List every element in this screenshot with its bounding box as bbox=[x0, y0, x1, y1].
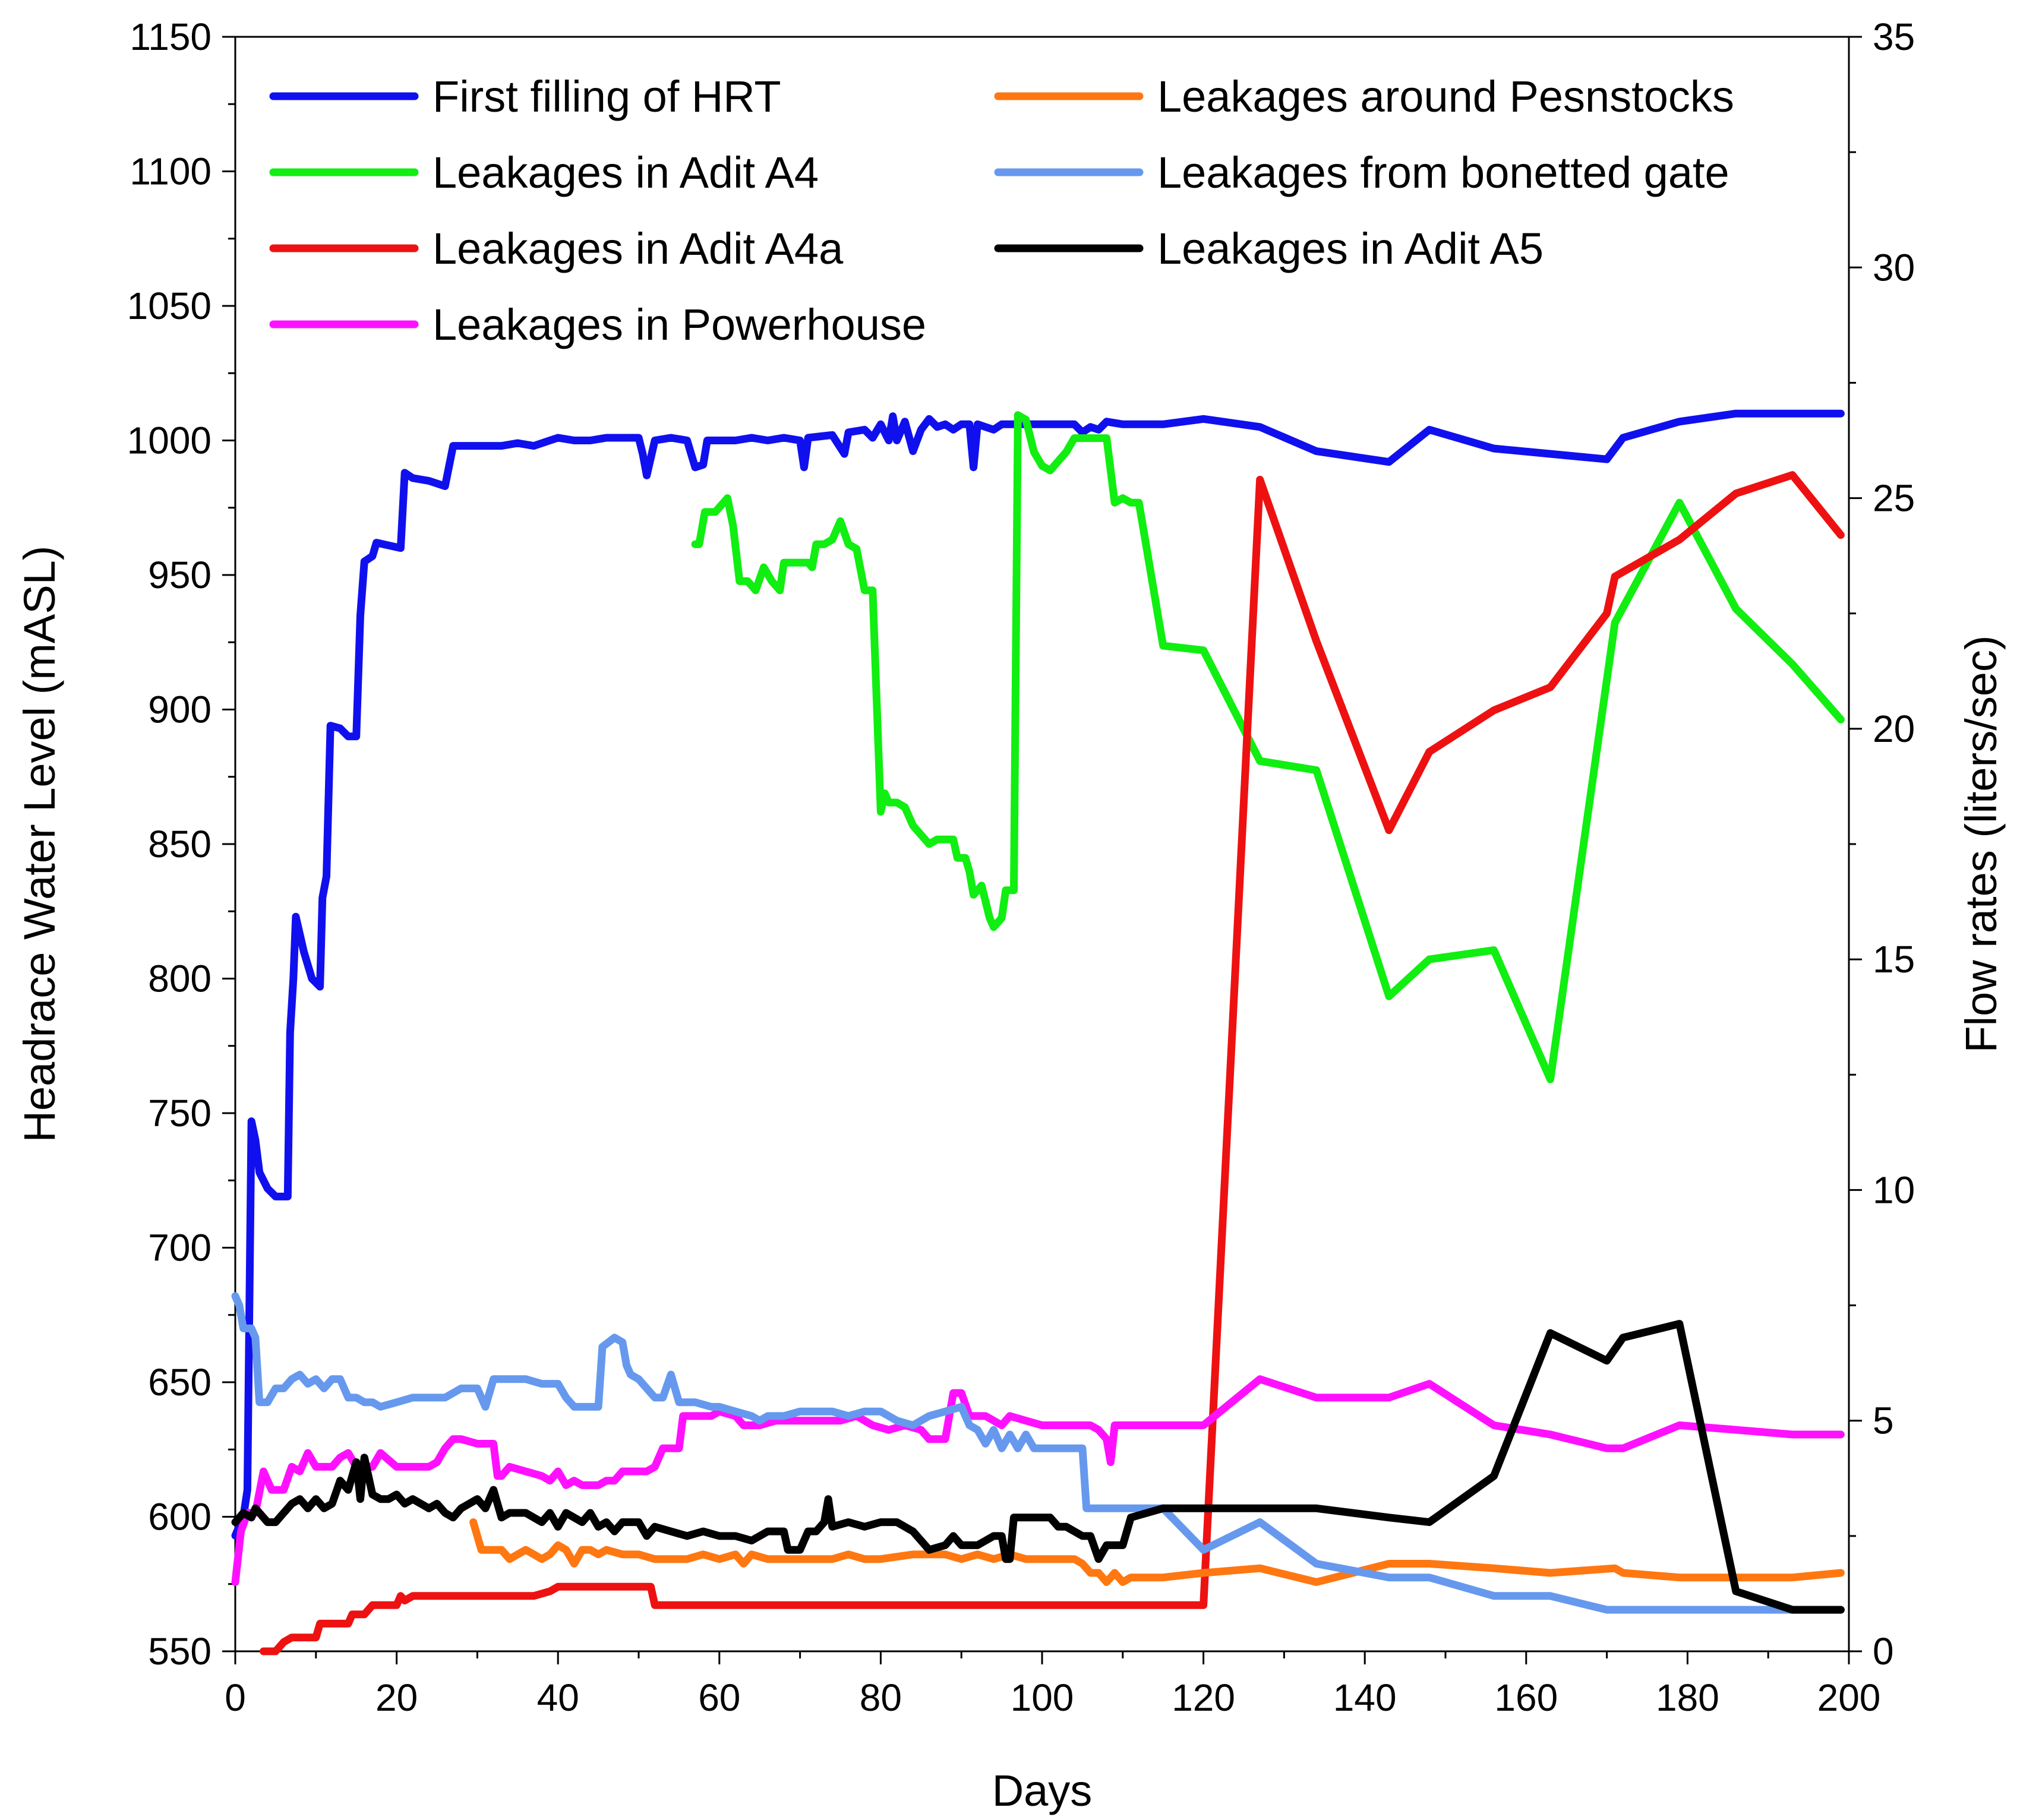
x-tick-label: 140 bbox=[1333, 1676, 1397, 1719]
axes: 0 20 40 60 80 100 120 140 160 180 2005506006507007… bbox=[15, 15, 2006, 1815]
x-tick-label: 80 bbox=[860, 1676, 902, 1719]
y-left-tick-label: 600 bbox=[148, 1496, 212, 1538]
series-line-leakages-in-adit-a4a bbox=[260, 471, 1845, 1655]
y-right-tick-label: 5 bbox=[1873, 1399, 1894, 1442]
series-line-leakages-from-bonetted-gate bbox=[231, 1292, 1845, 1614]
legend-label-leakages-in-adit-a4a: Leakages in Adit A4a bbox=[433, 224, 844, 273]
y-left-tick-label: 650 bbox=[148, 1361, 212, 1404]
y-left-tick-label: 700 bbox=[148, 1227, 212, 1269]
plot-frame bbox=[234, 36, 1850, 1652]
x-tick-label: 160 bbox=[1494, 1676, 1558, 1719]
legend-label-leakages-in-powerhouse: Leakages in Powerhouse bbox=[433, 300, 926, 349]
y-right-tick-label: 15 bbox=[1873, 938, 1915, 981]
legend-label-leakages-in-adit-a4: Leakages in Adit A4 bbox=[433, 148, 819, 197]
y-left-tick-label: 850 bbox=[148, 823, 212, 865]
y-left-tick-label: 1150 bbox=[130, 15, 212, 58]
y-right-tick-label: 35 bbox=[1873, 15, 1915, 58]
y-left-tick-label: 950 bbox=[148, 554, 212, 596]
y-left-tick-label: 1050 bbox=[127, 285, 212, 327]
legend-label-leakages-from-bonetted-gate: Leakages from bonetted gate bbox=[1157, 148, 1729, 197]
series-layer bbox=[231, 409, 1845, 1655]
y-right-tick-label: 0 bbox=[1873, 1630, 1894, 1673]
series-line-first-filling-of-hrt bbox=[231, 409, 1845, 1540]
series-line-leakages-around-pesnstocks bbox=[469, 1518, 1845, 1586]
x-tick-label: 120 bbox=[1172, 1676, 1235, 1719]
x-tick-label: 0 bbox=[225, 1676, 246, 1719]
legend-label-first-filling-of-hrt: First filling of HRT bbox=[433, 72, 781, 121]
y-left-tick-label: 1100 bbox=[130, 150, 212, 193]
y-left-axis-title: Headrace Water Level (mASL) bbox=[15, 546, 64, 1143]
series-line-leakages-in-powerhouse bbox=[231, 1375, 1845, 1586]
series-line-leakages-in-adit-a4 bbox=[691, 411, 1845, 1083]
y-right-tick-label: 30 bbox=[1873, 246, 1915, 289]
x-tick-label: 40 bbox=[537, 1676, 579, 1719]
x-tick-label: 180 bbox=[1656, 1676, 1719, 1719]
series-line-leakages-in-adit-a5 bbox=[231, 1320, 1845, 1614]
x-axis-title: Days bbox=[992, 1766, 1093, 1815]
y-left-tick-label: 900 bbox=[148, 688, 212, 731]
y-left-tick-label: 1000 bbox=[127, 419, 212, 462]
x-tick-label: 100 bbox=[1011, 1676, 1074, 1719]
legend-label-leakages-around-pesnstocks: Leakages around Pesnstocks bbox=[1157, 72, 1734, 121]
y-right-tick-label: 25 bbox=[1873, 477, 1915, 520]
x-tick-label: 200 bbox=[1817, 1676, 1881, 1719]
y-left-tick-label: 550 bbox=[148, 1630, 212, 1673]
y-left-tick-label: 800 bbox=[148, 958, 212, 1000]
x-tick-label: 60 bbox=[698, 1676, 740, 1719]
y-right-tick-label: 10 bbox=[1873, 1168, 1915, 1211]
y-left-tick-label: 750 bbox=[148, 1092, 212, 1135]
y-right-tick-label: 20 bbox=[1873, 707, 1915, 750]
x-tick-label: 20 bbox=[375, 1676, 418, 1719]
y-right-axis-title: Flow rates (liters/sec) bbox=[1956, 635, 2006, 1053]
legend-label-leakages-in-adit-a5: Leakages in Adit A5 bbox=[1157, 224, 1544, 273]
legend: First filling of HRT Leakages in Adit A4 L… bbox=[269, 72, 1734, 349]
